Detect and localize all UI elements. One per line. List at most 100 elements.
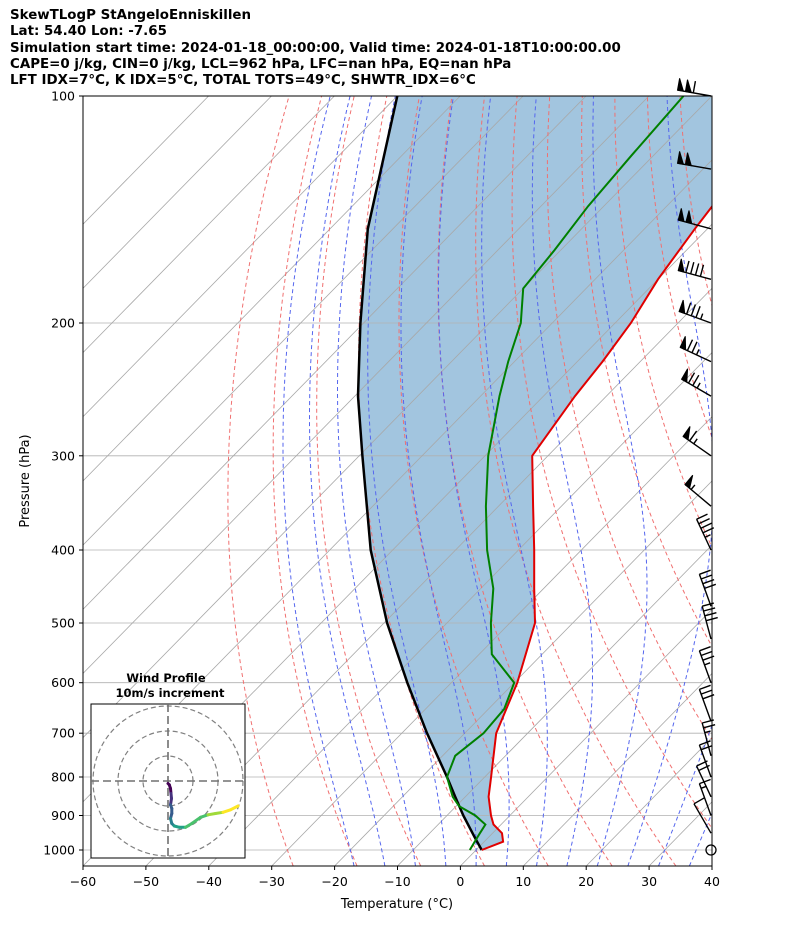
barb-flag (700, 574, 713, 580)
wind-barb (698, 778, 712, 816)
dry-adiabat (745, 96, 794, 866)
dry-adiabat (546, 96, 712, 741)
wind-barb (705, 844, 717, 856)
barb-half-flag (695, 349, 700, 356)
barb-flag (690, 262, 695, 274)
wind-barbs-layer (676, 78, 718, 856)
barb-flag (702, 719, 714, 724)
y-tick-label: 100 (51, 89, 75, 104)
barb-flag (692, 80, 697, 94)
barb-flag (692, 374, 700, 386)
barb-pennant (685, 210, 693, 225)
x-tick-label: −10 (384, 874, 410, 889)
barb-pennant (677, 208, 685, 223)
x-tick-label: 0 (456, 874, 464, 889)
cape-fill-layer (358, 96, 712, 850)
barb-flag (702, 602, 714, 607)
x-tick-label: −20 (321, 874, 347, 889)
barb-flag (705, 616, 718, 622)
isotherm-line (83, 96, 587, 610)
barb-pennant (678, 299, 686, 315)
barb-flag (699, 569, 711, 575)
moist-adiabat (309, 96, 386, 866)
barb-flag (703, 607, 716, 612)
cape-line: CAPE=0 j/kg, CIN=0 j/kg, LCL=962 hPa, LF… (10, 56, 512, 72)
y-tick-label: 500 (51, 616, 75, 631)
isotherm-line (397, 544, 712, 866)
barb-flag (691, 341, 698, 353)
barb-flag (698, 517, 710, 525)
barb-half-flag (700, 313, 704, 320)
x-tick-label: 30 (641, 874, 657, 889)
wind-barb (698, 684, 715, 722)
moist-adiabat (627, 96, 712, 866)
dry-adiabat (227, 96, 294, 866)
wind-barb (684, 474, 712, 507)
isotherm-line (208, 351, 712, 866)
moist-adiabat (720, 96, 794, 866)
dry-adiabat (511, 96, 712, 830)
wind-barb (695, 513, 715, 551)
x-tick-label: 40 (704, 874, 720, 889)
dry-adiabat (272, 96, 358, 866)
moist-adiabat (400, 96, 477, 866)
barb-flag (693, 797, 705, 805)
barb-flag (702, 694, 715, 700)
x-tick-label: −60 (70, 874, 96, 889)
dry-adiabat (581, 96, 712, 648)
isotherm-line (83, 96, 524, 546)
barb-pennant (684, 152, 693, 167)
barb-flag (687, 372, 696, 384)
dewpoint-line (445, 96, 685, 851)
moist-adiabat (658, 723, 712, 866)
barb-flag (704, 612, 717, 617)
location-line: Lat: 54.40 Lon: -7.65 (10, 24, 167, 40)
dry-adiabat (713, 96, 794, 866)
x-tick-label: 10 (515, 874, 531, 889)
barb-flag (699, 684, 711, 691)
parcel-profile-line (356, 96, 483, 851)
barb-flag (699, 264, 705, 277)
indices-line: LFT IDX=7°C, K IDX=5°C, TOTAL TOTS=49°C,… (10, 73, 476, 89)
barb-pennant (680, 368, 689, 383)
x-axis-label: Temperature (°C) (340, 897, 453, 912)
dry-adiabat (437, 96, 613, 866)
wind-barb (676, 78, 712, 97)
wind-barb (698, 569, 717, 607)
y-tick-label: 200 (51, 316, 75, 331)
barb-staff (701, 606, 712, 640)
barb-flag (700, 522, 712, 529)
barb-flag (700, 650, 713, 657)
hodograph-segment (190, 815, 202, 825)
barb-pennant (677, 258, 685, 273)
barb-flag (700, 689, 713, 695)
barb-pennant (684, 474, 694, 490)
isotherm-line (83, 96, 712, 739)
barb-half-flag (690, 484, 696, 490)
axes-layer: −60 −50 −40 −30 −20 −10 0 10 20 30 40 1000 900 800 700… (43, 89, 720, 890)
barb-staff (695, 518, 712, 551)
wind-barb (677, 258, 712, 280)
wind-barb (698, 740, 713, 778)
wind-barb (678, 299, 712, 324)
chart-title: SkewTLogP StAngeloEnniskillen (10, 8, 252, 23)
y-tick-label: 900 (51, 808, 75, 823)
barb-staff (701, 722, 712, 756)
moist-adiabat (282, 96, 355, 866)
dry-adiabat (475, 96, 677, 866)
barb-staff (693, 803, 712, 834)
dry-adiabat (398, 96, 549, 866)
isotherm-line (711, 865, 712, 866)
isotherm-line (83, 96, 398, 418)
barb-half-flag (700, 785, 707, 789)
chart-header: SkewTLogP StAngeloEnniskillen Lat: 54.40… (10, 8, 790, 89)
barb-half-flag (693, 438, 698, 445)
barb-pennant (682, 426, 691, 441)
x-tick-label: −40 (196, 874, 222, 889)
barb-half-flag (704, 662, 711, 666)
wind-barb (680, 368, 712, 397)
profiles-layer (356, 96, 712, 851)
hodograph-inset: Wind Profile 10m/s increment (90, 671, 246, 859)
y-tick-label: 600 (51, 675, 75, 690)
